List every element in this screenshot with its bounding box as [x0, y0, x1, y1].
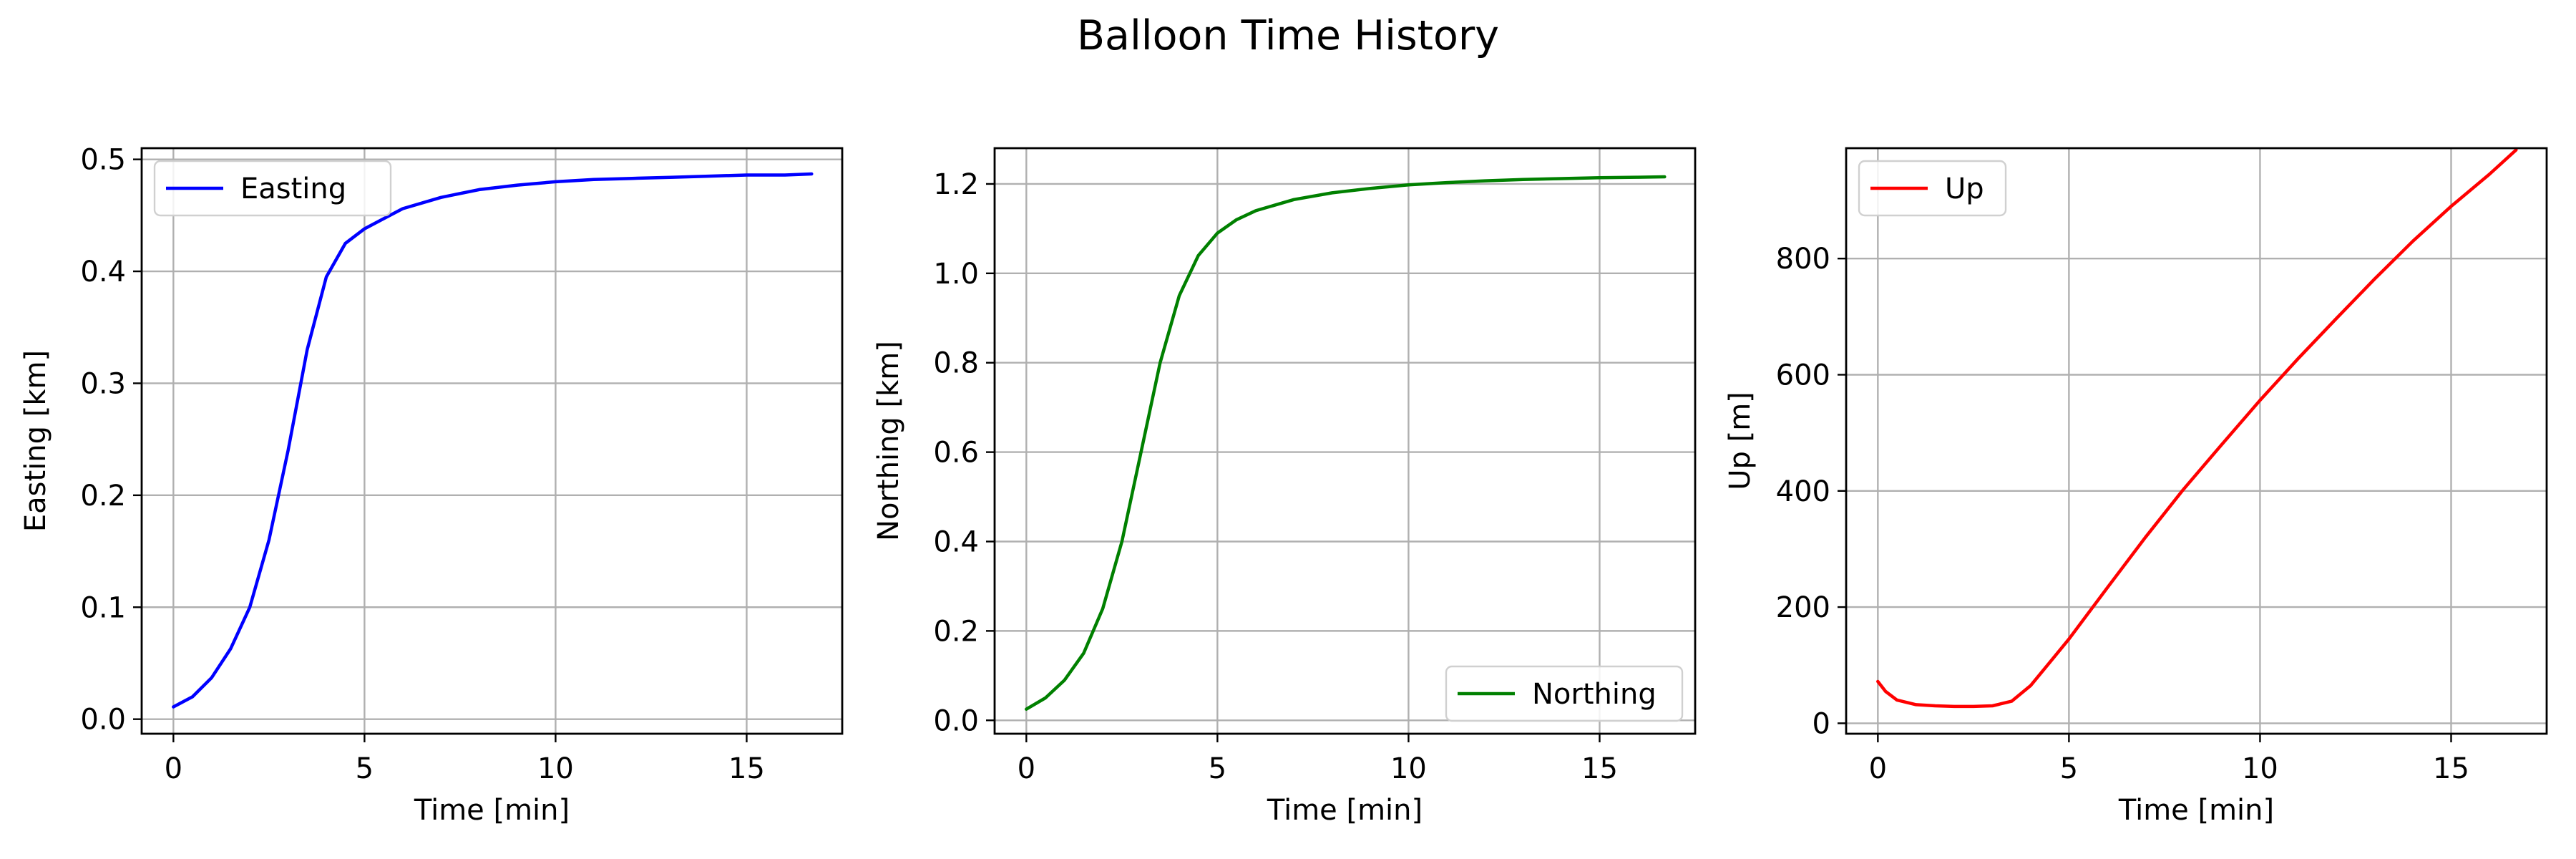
- plot-frame: [993, 147, 1697, 735]
- legend-label: Easting: [240, 173, 346, 205]
- legend: Northing: [1445, 665, 1684, 722]
- y-tick-label: 1.2: [933, 168, 979, 201]
- y-tick-label: 0.2: [80, 480, 126, 513]
- chart-panel-1: 0 5 10 15 0.0 0.1 0.2 0.3 0.4 0.5 Time [min] Eastin…: [19, 144, 844, 827]
- x-tick-label: 5: [356, 752, 374, 785]
- y-tick-label: 800: [1776, 243, 1830, 276]
- x-tick-label: 15: [1581, 752, 1618, 785]
- y-tick-label: 0.0: [933, 704, 979, 737]
- y-tick-label: 200: [1776, 591, 1830, 624]
- y-tick-label: 0.4: [80, 256, 126, 288]
- chart-panel-3: 0 5 10 15 0 200 400 600 800 Time [min] Up [m] Up: [1724, 147, 2548, 827]
- chart-panel-2: 0 5 10 15 0.0 0.2 0.4 0.6 0.8 1.0 1.2 Time [min] Nor…: [872, 147, 1697, 827]
- legend: Up: [1858, 160, 2007, 217]
- x-tick-label: 15: [728, 752, 765, 785]
- x-tick-label: 10: [2242, 752, 2278, 785]
- y-tick-label: 400: [1776, 475, 1830, 508]
- y-tick-label: 0.3: [80, 367, 126, 400]
- x-tick-label: 5: [1209, 752, 1226, 785]
- legend-box: [1858, 160, 2007, 217]
- y-tick-label: 1.0: [933, 258, 979, 291]
- x-tick-label: 0: [165, 752, 182, 785]
- x-tick-label: 10: [537, 752, 574, 785]
- y-tick-label: 0: [1813, 707, 1830, 740]
- series-line-1: [1025, 175, 1667, 711]
- plot-frame: [140, 147, 844, 735]
- figure-title: Balloon Time History: [1076, 12, 1500, 59]
- legend-box: [153, 160, 392, 217]
- x-axis-label: Time [min]: [1267, 794, 1423, 827]
- x-tick-label: 10: [1390, 752, 1427, 785]
- series-line-1: [172, 172, 814, 709]
- y-tick-label: 600: [1776, 359, 1830, 392]
- legend: Easting: [153, 160, 392, 217]
- y-tick-label: 0.6: [933, 437, 979, 470]
- x-axis-label: Time [min]: [2118, 794, 2274, 827]
- x-tick-label: 0: [1018, 752, 1035, 785]
- y-axis-label: Northing [km]: [872, 341, 905, 541]
- y-tick-label: 0.2: [933, 615, 979, 648]
- y-tick-label: 0.0: [80, 704, 126, 737]
- x-tick-label: 15: [2433, 752, 2469, 785]
- y-tick-label: 0.4: [933, 525, 979, 558]
- y-tick-label: 0.1: [80, 591, 126, 624]
- plot-frame: [1845, 147, 2548, 735]
- y-tick-label: 0.5: [80, 144, 126, 177]
- y-axis-label: Easting [km]: [19, 350, 52, 532]
- legend-box: [1445, 665, 1684, 722]
- y-axis-label: Up [m]: [1724, 392, 1757, 490]
- x-tick-label: 5: [2060, 752, 2078, 785]
- y-tick-label: 0.8: [933, 347, 979, 380]
- x-axis-label: Time [min]: [414, 794, 570, 827]
- legend-label: Up: [1945, 173, 1984, 205]
- series-line-1: [1876, 148, 2518, 709]
- legend-label: Northing: [1532, 678, 1657, 711]
- x-tick-label: 0: [1869, 752, 1887, 785]
